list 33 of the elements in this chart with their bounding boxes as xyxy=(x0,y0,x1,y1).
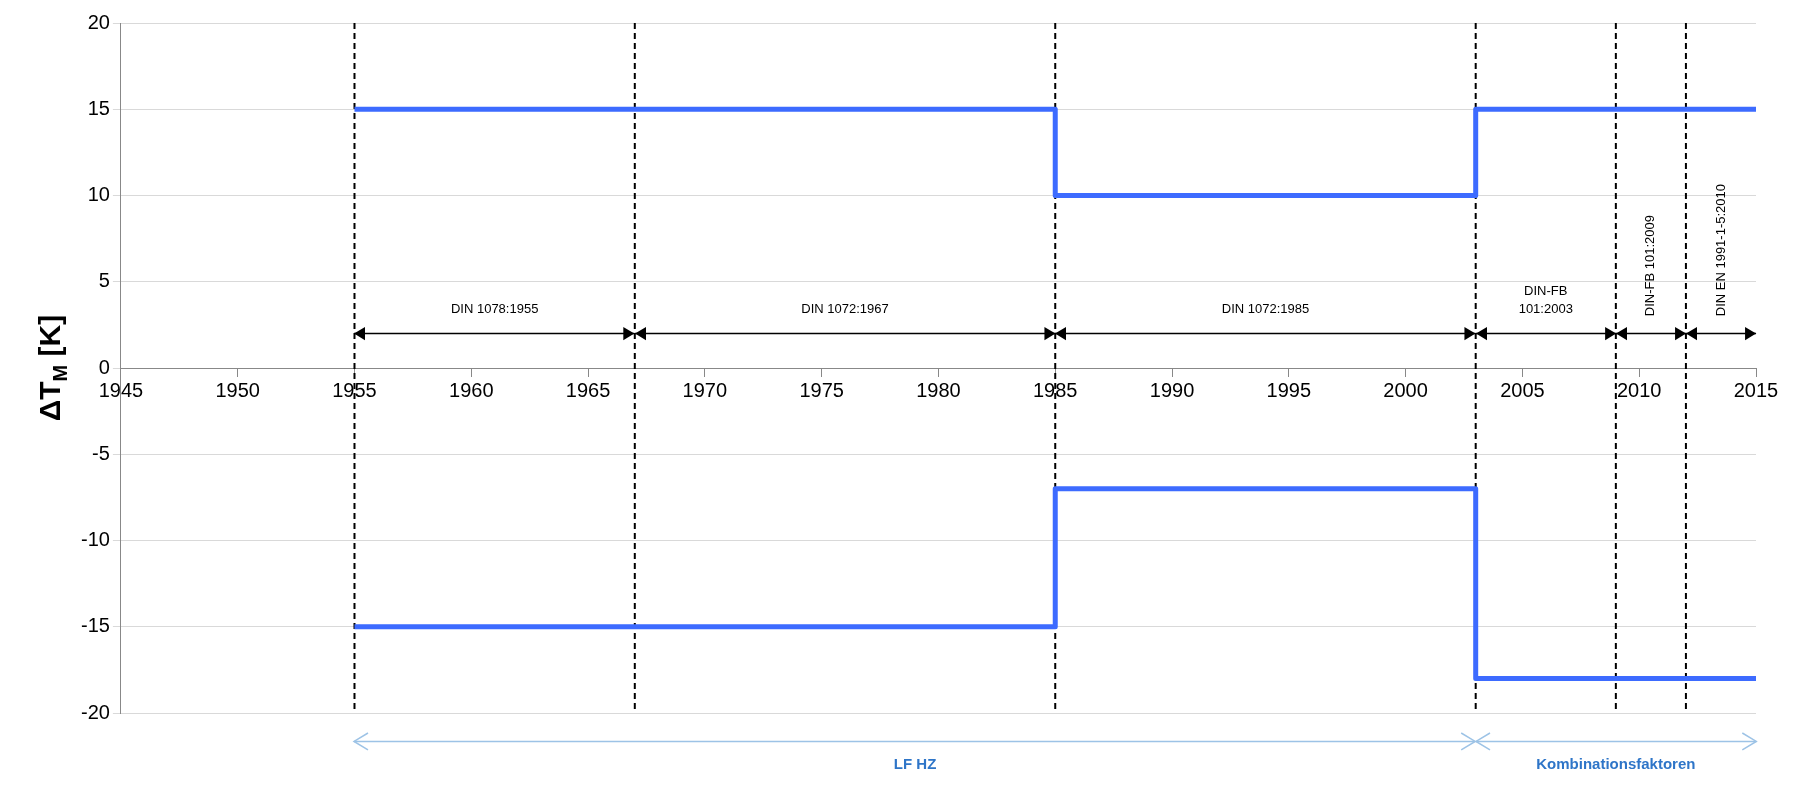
x-tick-label: 1945 xyxy=(98,378,144,401)
x-tick-label: 1995 xyxy=(1266,378,1312,401)
y-tick-label: 0 xyxy=(98,355,110,378)
y-tick-label: 20 xyxy=(87,10,110,33)
x-tick-label: 2015 xyxy=(1733,378,1779,401)
y-tick-label: -5 xyxy=(92,441,110,464)
x-tick-label: 1970 xyxy=(682,378,728,401)
y-axis-title: ΔTM [K] xyxy=(33,314,71,422)
y-tick-label: -15 xyxy=(81,614,110,637)
x-tick-label: 2000 xyxy=(1383,378,1428,401)
x-tick-label: 1985 xyxy=(1033,378,1078,401)
y-tick-label: -20 xyxy=(81,700,110,723)
x-tick-label: 1950 xyxy=(215,378,260,401)
annotation: DIN 1078:1955 xyxy=(450,301,539,317)
annotation: DIN 1072:1967 xyxy=(801,301,889,317)
y-tick-label: 5 xyxy=(98,269,110,292)
annotation: DIN-FB 101:2003 xyxy=(1518,283,1573,317)
y-tick-label: 15 xyxy=(87,96,110,119)
x-tick-label: 1990 xyxy=(1149,378,1195,401)
x-tick-label: 2010 xyxy=(1616,378,1662,401)
y-tick-label: -10 xyxy=(81,528,110,551)
y-tick-label: 10 xyxy=(87,183,110,206)
x-tick-label: 1975 xyxy=(799,378,844,401)
x-tick-label: 1955 xyxy=(332,378,377,401)
annotation: DIN-FB 101:2009 xyxy=(1642,215,1658,317)
x-tick-label: 1960 xyxy=(449,378,494,401)
x-tick-label: 1965 xyxy=(565,378,611,401)
x-tick-label: 1980 xyxy=(916,378,961,401)
annotation: DIN 1072:1985 xyxy=(1221,301,1310,317)
annotation: DIN EN 1991-1-5:2010 xyxy=(1712,184,1728,317)
text: Kombinationsfaktoren xyxy=(1536,754,1696,772)
text: LF HZ xyxy=(893,754,937,772)
x-tick-label: 2005 xyxy=(1500,378,1545,401)
